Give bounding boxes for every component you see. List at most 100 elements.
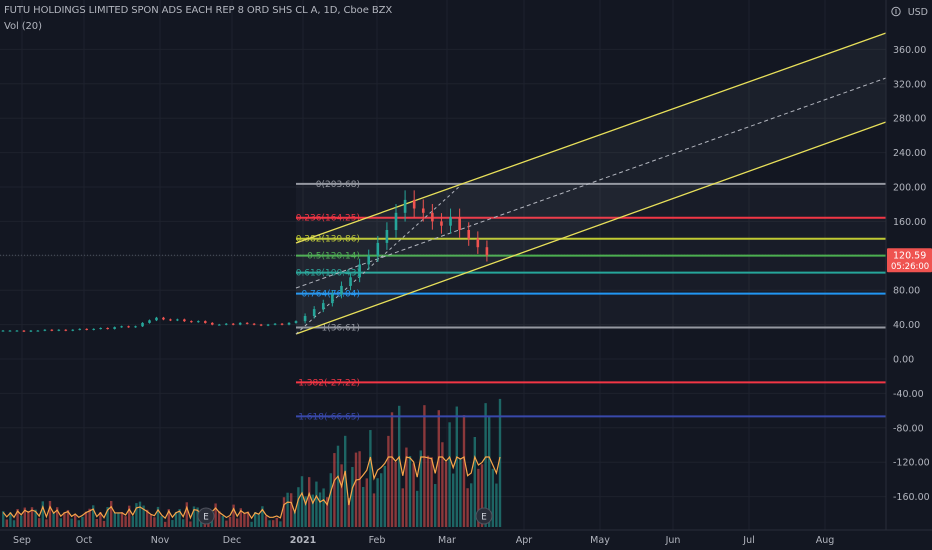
symbol-title[interactable]: FUTU HOLDINGS LIMITED SPON ADS EACH REP … (4, 5, 393, 16)
candle-body (238, 322, 242, 325)
time-tick-label: Feb (369, 535, 386, 546)
volume-bar (340, 464, 343, 527)
candle-body (303, 316, 307, 322)
earnings-marker[interactable]: E (475, 507, 493, 525)
volume-bar (63, 512, 66, 527)
candle-body (376, 242, 380, 256)
volume-bar (138, 501, 142, 527)
volume-bar (218, 511, 221, 527)
volume-bar (192, 506, 196, 527)
fib-level-label: 1.618(-66.65) (298, 412, 360, 422)
candle-body (431, 212, 434, 222)
time-tick-label: Mar (438, 535, 456, 546)
volume-bar (272, 520, 275, 527)
candle-body (321, 303, 325, 310)
candle-body (252, 323, 256, 325)
volume-bar (416, 490, 419, 527)
candle-body (15, 330, 19, 332)
volume-bar (84, 511, 88, 527)
volume-bar (380, 473, 383, 527)
volume-bar (52, 512, 55, 527)
candle-body (190, 321, 193, 323)
volume-bar (297, 487, 300, 527)
volume-bar (30, 507, 34, 527)
candle-body (204, 321, 207, 323)
volume-bar (462, 415, 466, 527)
time-tick-label: Aug (816, 535, 835, 546)
volume-bar (167, 509, 170, 527)
volume-bar (362, 486, 365, 527)
volume-bar (398, 405, 401, 527)
volume-bar (243, 513, 246, 527)
volume-bar (347, 498, 350, 527)
volume-bar (484, 403, 487, 527)
volume-bar (128, 505, 131, 527)
volume-bar (372, 493, 376, 527)
candle-body (57, 329, 61, 331)
candle-body (29, 330, 33, 332)
volume-bar (452, 473, 455, 527)
last-price-label: 120.59 (893, 250, 926, 261)
volume-bar (434, 484, 437, 527)
volume-bar (2, 511, 5, 527)
volume-bar (70, 518, 73, 527)
volume-bar (182, 519, 185, 527)
volume-bar (480, 464, 484, 527)
candle-body (64, 329, 68, 331)
volume-bar (293, 511, 296, 527)
candle-body (440, 221, 443, 226)
earnings-letter: E (481, 513, 487, 523)
candle-body (394, 212, 398, 230)
volume-bar (470, 483, 473, 527)
volume-bar (95, 519, 98, 527)
price-tick-label: 80.00 (893, 286, 920, 297)
candle-body (349, 277, 352, 286)
candle-body (421, 208, 425, 213)
volume-bar (16, 509, 19, 527)
price-tick-label: -160.00 (893, 492, 930, 503)
volume-bar (164, 521, 167, 527)
volume-bar (308, 477, 311, 527)
earnings-marker[interactable]: E (197, 507, 215, 525)
volume-bar (408, 455, 412, 527)
channel-midline (295, 77, 887, 289)
volume-bar (466, 488, 469, 527)
volume-bar (246, 511, 250, 527)
price-tick-label: 240.00 (893, 148, 926, 159)
volume-bar (268, 520, 271, 527)
candle-body (113, 327, 116, 329)
volume-bar (264, 516, 268, 527)
candle-body (148, 320, 151, 323)
volume-bar (81, 516, 84, 527)
volume-bar (149, 514, 152, 527)
volume-bar (225, 520, 228, 527)
volume-indicator-label[interactable]: Vol (20) (4, 21, 42, 32)
channel-upper-line (295, 32, 887, 244)
volume-bar (110, 500, 113, 527)
volume-bar (156, 506, 160, 527)
candle-body (36, 330, 40, 332)
candle-body (197, 321, 200, 323)
price-tick-label: 360.00 (893, 45, 926, 56)
volume-bar (34, 509, 37, 527)
parallel-channel[interactable] (295, 32, 887, 335)
volume-bar (135, 503, 138, 527)
volume-bar (5, 519, 8, 527)
candle-body (467, 230, 471, 239)
candle-body (358, 264, 361, 278)
volume-bar (38, 518, 41, 527)
candle-body (224, 323, 228, 325)
volume-bar (365, 478, 368, 527)
volume-bar (333, 453, 336, 527)
candle-body (312, 309, 316, 316)
volume-bar (459, 458, 462, 527)
candle-body (85, 328, 89, 330)
channel-lower-line (295, 121, 887, 335)
volume-bar (236, 518, 239, 527)
candle-body (403, 199, 407, 213)
volume-bar (214, 503, 217, 527)
volume-bar (174, 511, 178, 527)
